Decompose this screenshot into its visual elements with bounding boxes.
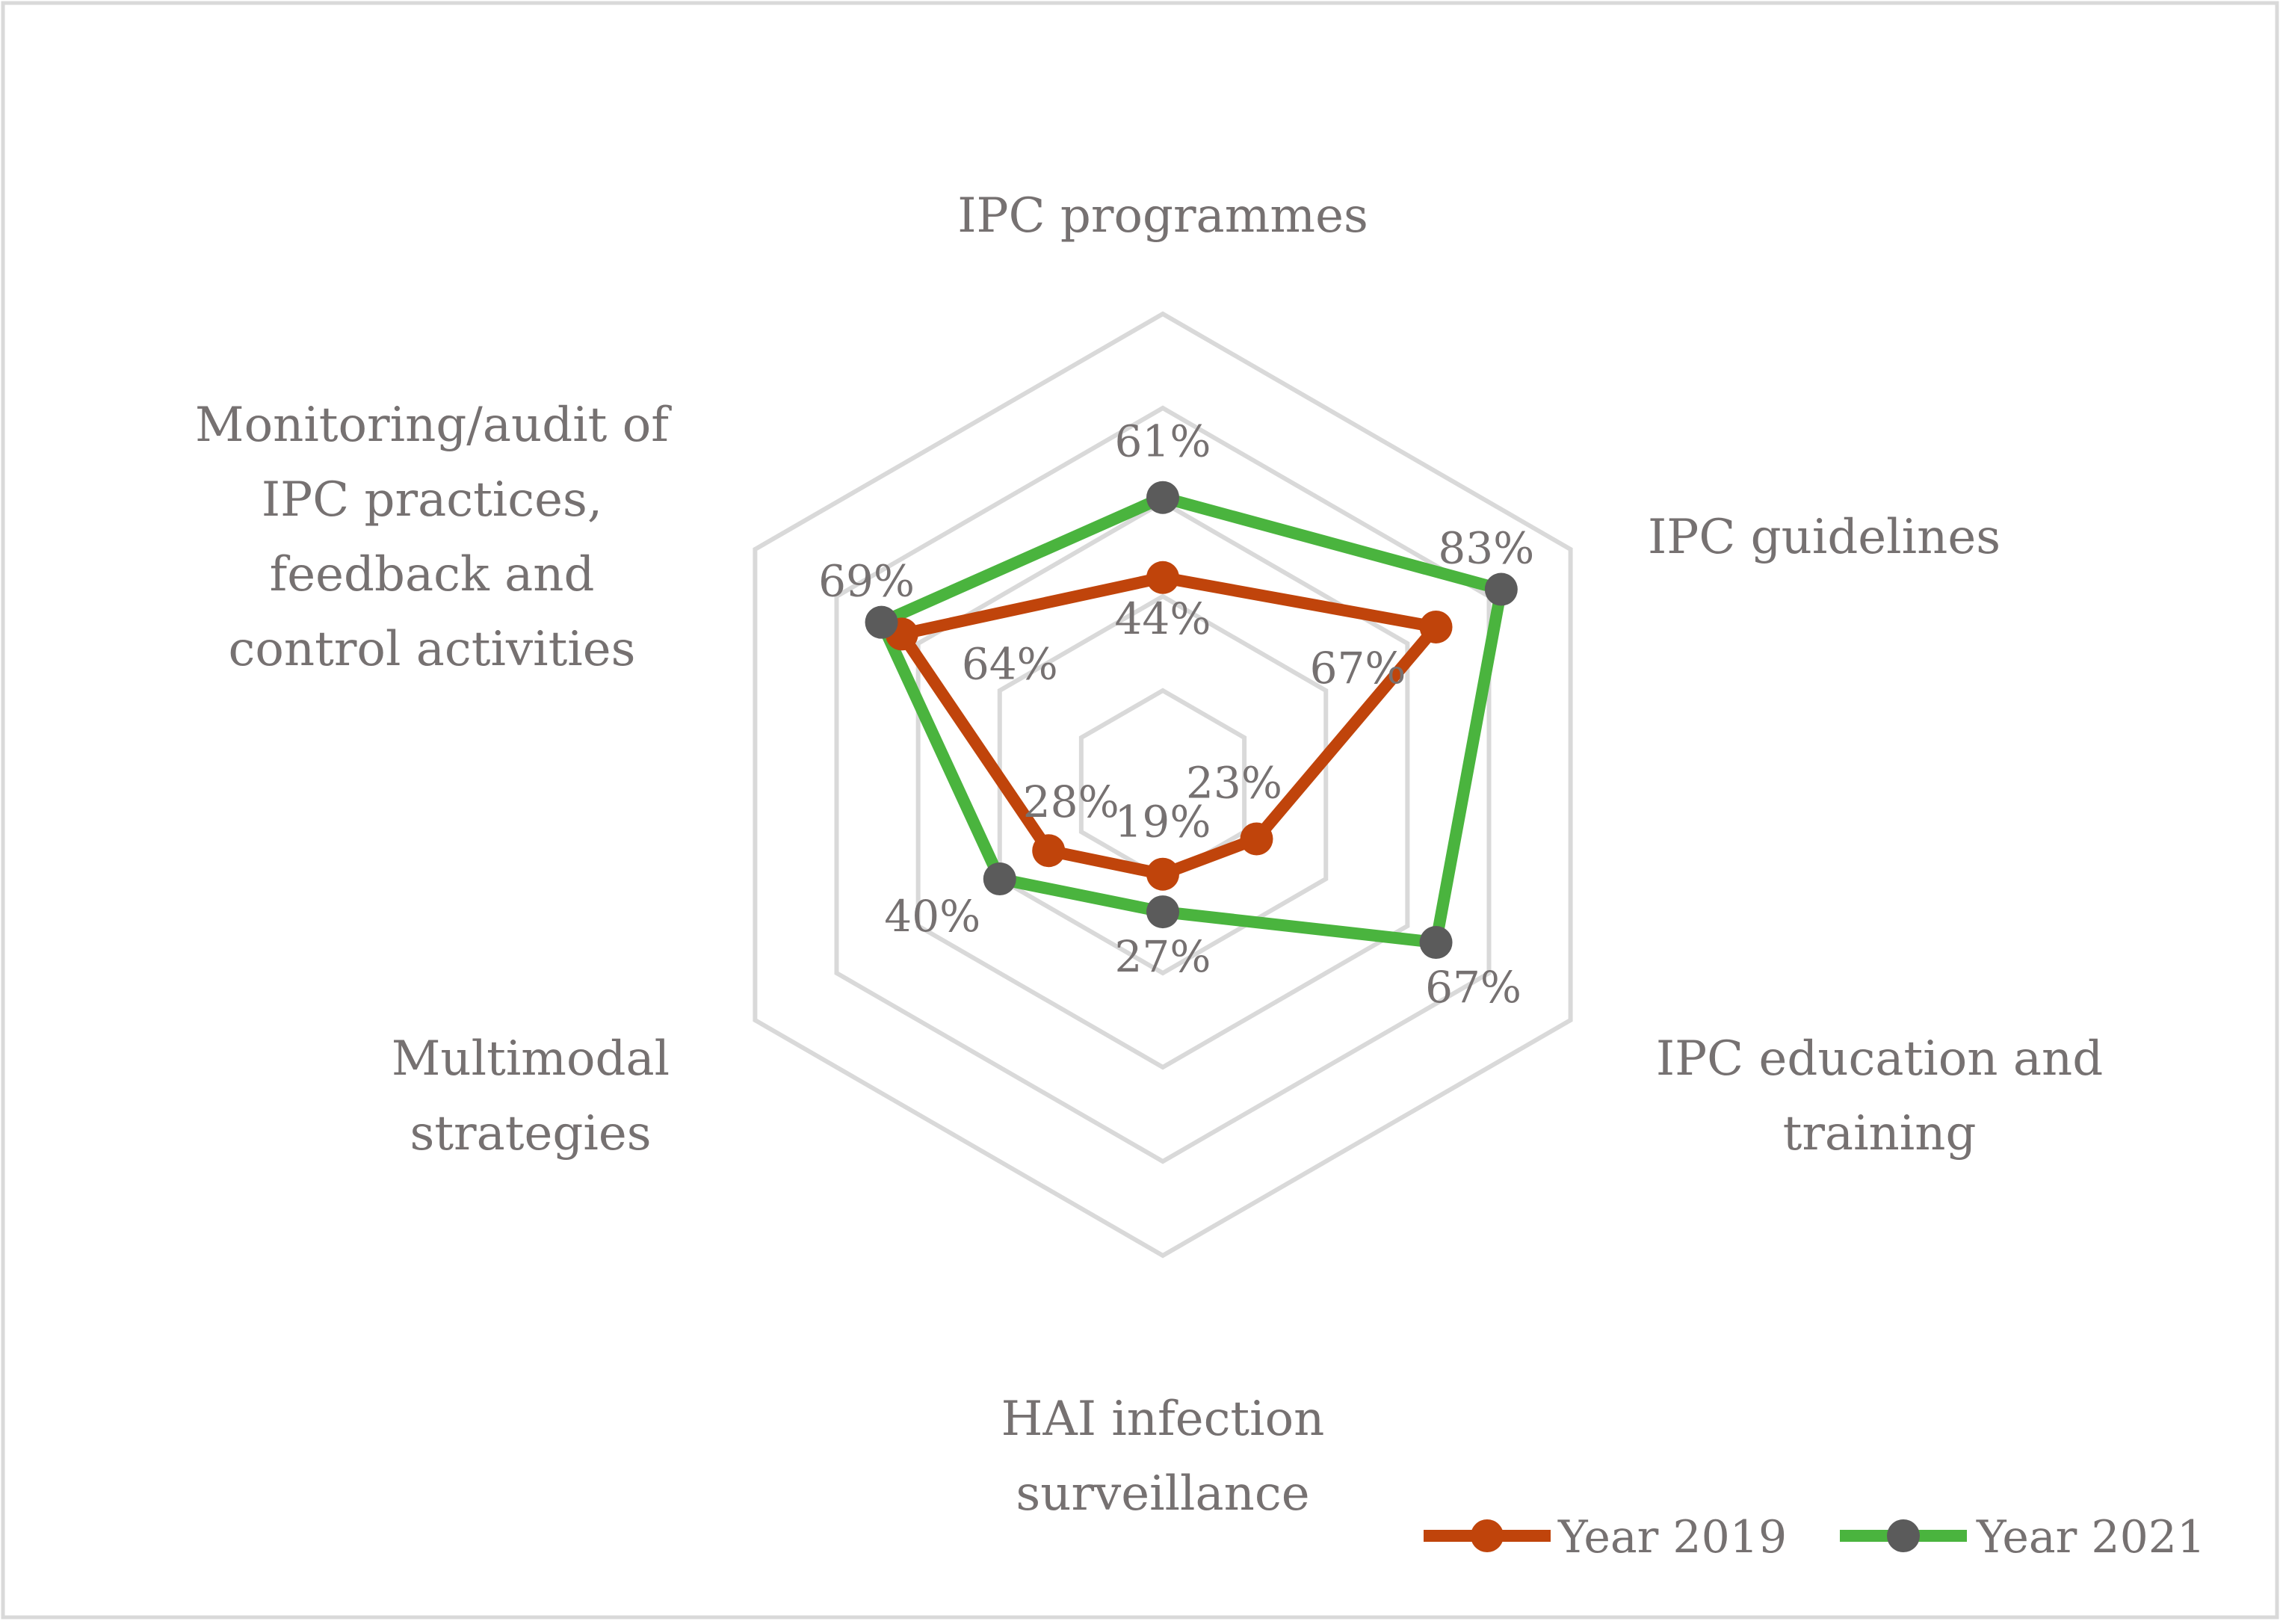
axis-label-0: IPC programmes xyxy=(957,188,1368,244)
data-label-year-2021-1: 83% xyxy=(1438,523,1534,574)
marker-year-2019-2 xyxy=(1240,822,1273,856)
axis-label-line: feedback and xyxy=(270,547,595,602)
marker-year-2021-1 xyxy=(1484,572,1518,606)
marker-year-2021-2 xyxy=(1419,926,1453,960)
axis-label-line: Multimodal xyxy=(392,1031,670,1087)
data-label-year-2019-0: 44% xyxy=(1115,593,1211,644)
marker-year-2019-0 xyxy=(1146,561,1179,594)
data-label-year-2021-4: 40% xyxy=(884,891,980,942)
axis-label-line: strategies xyxy=(410,1106,651,1161)
marker-year-2019-4 xyxy=(1032,834,1066,868)
data-label-year-2021-2: 67% xyxy=(1425,962,1521,1013)
axis-label-line: HAI infection xyxy=(1001,1392,1325,1447)
legend-marker-year-2019 xyxy=(1471,1519,1504,1552)
series-lines xyxy=(865,481,1518,960)
legend-marker-year-2021 xyxy=(1887,1519,1920,1552)
legend-label-year-2019: Year 2019 xyxy=(1557,1511,1787,1563)
grid-ring-60 xyxy=(915,499,1410,1070)
axis-label-1: IPC guidelines xyxy=(1648,510,2001,565)
axis-label-3: HAI infection surveillance xyxy=(1001,1392,1325,1522)
legend-label-year-2021: Year 2021 xyxy=(1976,1511,2205,1563)
axis-label-line: training xyxy=(1783,1106,1977,1161)
data-label-year-2019-5: 64% xyxy=(962,638,1058,689)
data-label-year-2021-5: 69% xyxy=(818,556,915,607)
data-label-year-2021-3: 27% xyxy=(1115,931,1211,982)
grid-ring-40 xyxy=(997,593,1329,976)
marker-year-2019-3 xyxy=(1146,857,1179,891)
axis-label-line: IPC guidelines xyxy=(1648,510,2001,565)
marker-year-2021-3 xyxy=(1146,895,1179,929)
axis-label-line: Monitoring/audit of xyxy=(195,398,672,453)
axis-label-5: Monitoring/audit of IPC practices, feedbac… xyxy=(195,398,672,677)
marker-year-2019-1 xyxy=(1419,610,1453,643)
data-labels: 44% 67% 23%19%28% 64% 61% 83% 67% 27% 40% 69% xyxy=(818,416,1534,1013)
marker-year-2021-4 xyxy=(983,862,1016,895)
axis-label-line: IPC practices, xyxy=(262,472,602,528)
legend: Year 2019 Year 2021 xyxy=(1424,1511,2205,1563)
data-label-year-2019-3: 19% xyxy=(1115,797,1211,847)
radar-grid xyxy=(753,311,1573,1259)
data-label-year-2019-4: 28% xyxy=(1023,777,1119,827)
axis-label-line: IPC programmes xyxy=(957,188,1368,244)
data-label-year-2019-1: 67% xyxy=(1310,643,1406,694)
axis-label-line: IPC education and xyxy=(1656,1031,2103,1087)
axis-label-4: Multimodal strategies xyxy=(392,1031,670,1161)
marker-year-2021-0 xyxy=(1146,481,1179,514)
axis-labels: IPC programmes IPC guidelines IPC educatio… xyxy=(195,188,2103,1522)
grid-ring-100 xyxy=(753,311,1573,1259)
axis-label-2: IPC education and training xyxy=(1656,1031,2103,1161)
axis-label-line: control activities xyxy=(229,622,636,677)
axis-label-line: surveillance xyxy=(1016,1466,1309,1522)
data-label-year-2021-0: 61% xyxy=(1115,416,1211,467)
marker-year-2021-5 xyxy=(865,605,898,639)
data-label-year-2019-2: 23% xyxy=(1186,757,1282,808)
